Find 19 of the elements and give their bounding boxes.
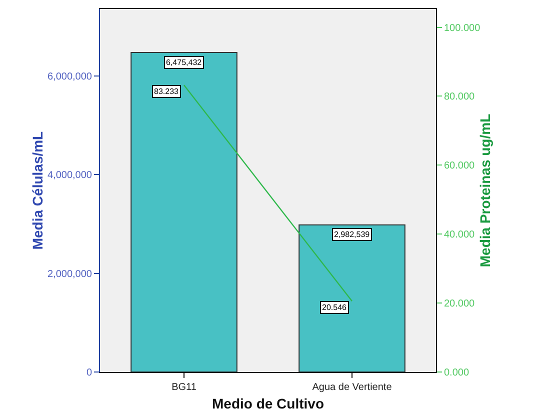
y2-tick-label: 40.000 xyxy=(444,230,476,241)
y-axis-title: Media Células/mL xyxy=(30,130,46,250)
y-tick-label: 2,000,000 xyxy=(48,268,92,280)
data-label: 20.546 xyxy=(322,303,348,312)
y2-tick-label: 100.000 xyxy=(444,22,481,34)
y-tick-label: 4,000,000 xyxy=(48,170,92,182)
data-label: 83.233 xyxy=(154,87,180,96)
y2-tick-label: 60.000 xyxy=(444,160,476,172)
x-tick-label: BG11 xyxy=(172,382,197,393)
data-label: 6,475,432 xyxy=(166,58,202,67)
x-tick-label: Agua de Vertiente xyxy=(312,382,392,393)
y-tick-label: 6,000,000 xyxy=(48,72,92,82)
data-label: 2,982,539 xyxy=(334,230,370,239)
y2-axis-title: Media Proteinas ug/mL xyxy=(477,113,494,268)
y2-tick-label: 0.000 xyxy=(444,368,470,378)
y2-tick-label: 20.000 xyxy=(444,298,476,310)
y2-tick-label: 80.000 xyxy=(444,92,476,103)
y-tick-label: 0 xyxy=(86,368,92,378)
x-axis-title: Medio de Cultivo xyxy=(212,395,324,412)
